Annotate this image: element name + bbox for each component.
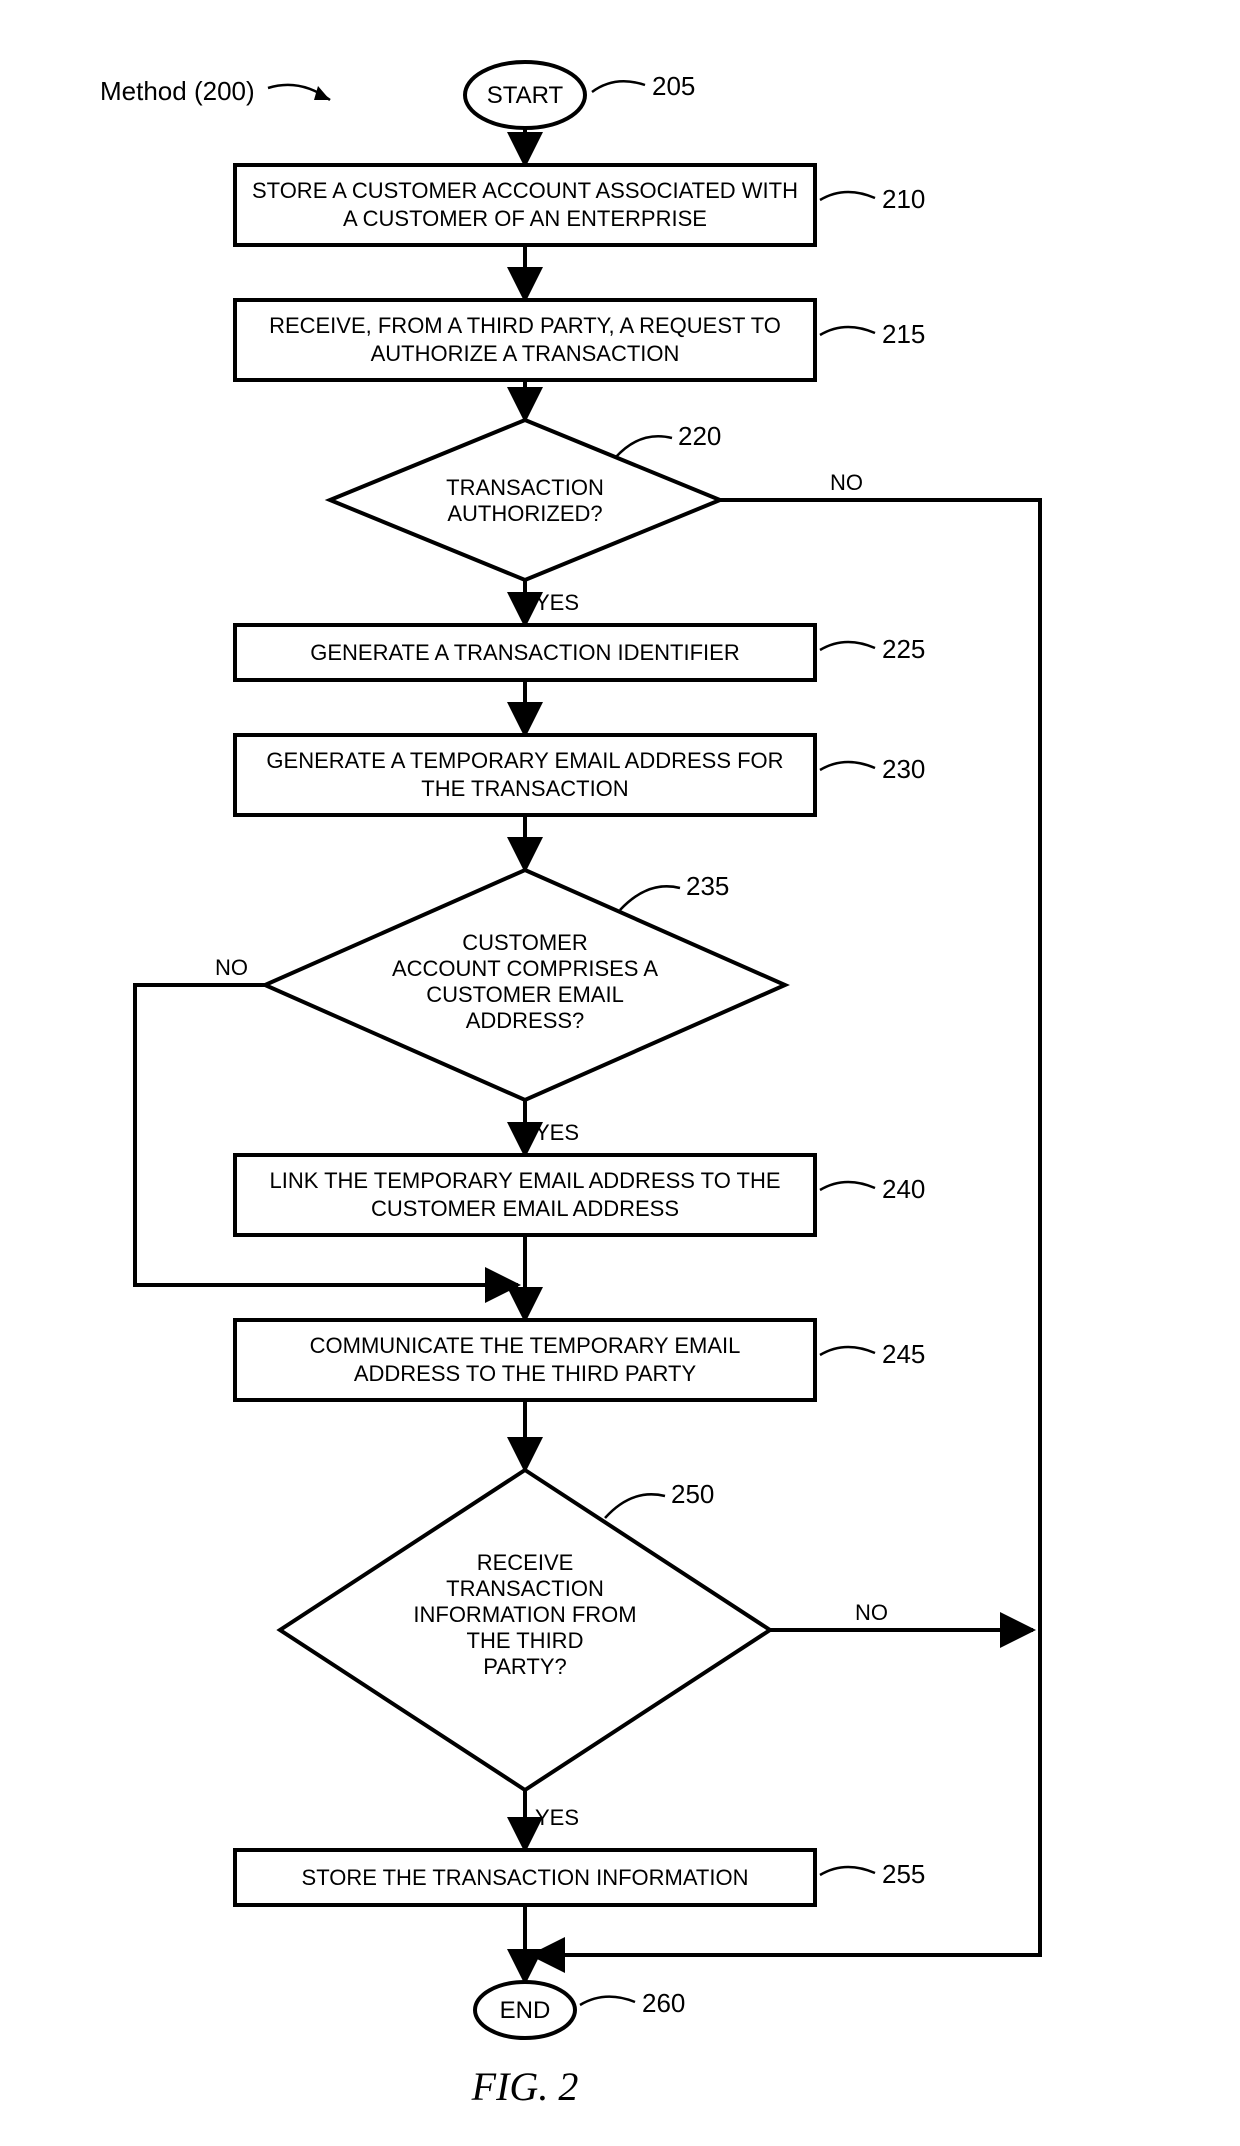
process-245-line2: ADDRESS TO THE THIRD PARTY bbox=[354, 1361, 697, 1386]
process-215-line1: RECEIVE, FROM A THIRD PARTY, A REQUEST T… bbox=[269, 313, 781, 338]
decision-250-line3: INFORMATION FROM bbox=[413, 1602, 636, 1627]
ref-220-leader bbox=[615, 436, 672, 458]
decision-250-line2: TRANSACTION bbox=[446, 1576, 604, 1601]
ref-240-leader bbox=[820, 1182, 875, 1190]
process-230-line2: THE TRANSACTION bbox=[421, 776, 628, 801]
process-240-line2: CUSTOMER EMAIL ADDRESS bbox=[371, 1196, 679, 1221]
branch-250-yes: YES bbox=[535, 1805, 579, 1830]
decision-235-line3: CUSTOMER EMAIL bbox=[426, 982, 624, 1007]
end-label: END bbox=[500, 1997, 551, 2024]
process-210 bbox=[235, 165, 815, 245]
ref-260-leader bbox=[580, 1997, 635, 2005]
decision-220-line1: TRANSACTION bbox=[446, 475, 604, 500]
ref-205: 205 bbox=[652, 71, 695, 101]
process-245-line1: COMMUNICATE THE TEMPORARY EMAIL bbox=[310, 1333, 741, 1358]
process-240-line1: LINK THE TEMPORARY EMAIL ADDRESS TO THE bbox=[269, 1168, 780, 1193]
process-215 bbox=[235, 300, 815, 380]
ref-205-leader bbox=[592, 81, 645, 92]
branch-235-yes: YES bbox=[535, 1120, 579, 1145]
ref-225-leader bbox=[820, 642, 875, 650]
decision-235-line1: CUSTOMER bbox=[462, 930, 588, 955]
ref-225: 225 bbox=[882, 634, 925, 664]
flowchart-svg: Method (200) START 205 STORE A CUSTOMER … bbox=[0, 0, 1240, 2146]
process-230 bbox=[235, 735, 815, 815]
decision-250-line5: PARTY? bbox=[483, 1654, 567, 1679]
process-230-line1: GENERATE A TEMPORARY EMAIL ADDRESS FOR bbox=[266, 748, 783, 773]
ref-235: 235 bbox=[686, 871, 729, 901]
process-210-line1: STORE A CUSTOMER ACCOUNT ASSOCIATED WITH bbox=[252, 178, 798, 203]
ref-245-leader bbox=[820, 1347, 875, 1355]
decision-235-line2: ACCOUNT COMPRISES A bbox=[392, 956, 658, 981]
process-210-line2: A CUSTOMER OF AN ENTERPRISE bbox=[343, 206, 707, 231]
ref-245: 245 bbox=[882, 1339, 925, 1369]
decision-235-line4: ADDRESS? bbox=[466, 1008, 585, 1033]
ref-230: 230 bbox=[882, 754, 925, 784]
decision-220 bbox=[330, 420, 720, 580]
decision-250-line1: RECEIVE bbox=[477, 1550, 574, 1575]
ref-260: 260 bbox=[642, 1988, 685, 2018]
ref-210-leader bbox=[820, 192, 875, 200]
ref-250: 250 bbox=[671, 1479, 714, 1509]
branch-235-no: NO bbox=[215, 955, 248, 980]
ref-215-leader bbox=[820, 327, 875, 335]
process-225-line1: GENERATE A TRANSACTION IDENTIFIER bbox=[310, 640, 739, 665]
ref-240: 240 bbox=[882, 1174, 925, 1204]
ref-215: 215 bbox=[882, 319, 925, 349]
ref-255: 255 bbox=[882, 1859, 925, 1889]
branch-220-no: NO bbox=[830, 470, 863, 495]
ref-210: 210 bbox=[882, 184, 925, 214]
figure-label: FIG. 2 bbox=[471, 2064, 579, 2109]
start-label: START bbox=[487, 82, 564, 109]
process-255-line1: STORE THE TRANSACTION INFORMATION bbox=[302, 1865, 749, 1890]
ref-230-leader bbox=[820, 762, 875, 770]
branch-250-no: NO bbox=[855, 1600, 888, 1625]
process-240 bbox=[235, 1155, 815, 1235]
method-label: Method (200) bbox=[100, 76, 255, 106]
ref-250-leader bbox=[605, 1494, 665, 1518]
ref-255-leader bbox=[820, 1867, 875, 1875]
process-245 bbox=[235, 1320, 815, 1400]
branch-220-yes: YES bbox=[535, 590, 579, 615]
process-215-line2: AUTHORIZE A TRANSACTION bbox=[371, 341, 680, 366]
decision-250-line4: THE THIRD bbox=[467, 1628, 584, 1653]
ref-235-leader bbox=[620, 886, 680, 910]
ref-220: 220 bbox=[678, 421, 721, 451]
method-leader-tip bbox=[314, 86, 330, 100]
decision-220-line2: AUTHORIZED? bbox=[447, 501, 602, 526]
